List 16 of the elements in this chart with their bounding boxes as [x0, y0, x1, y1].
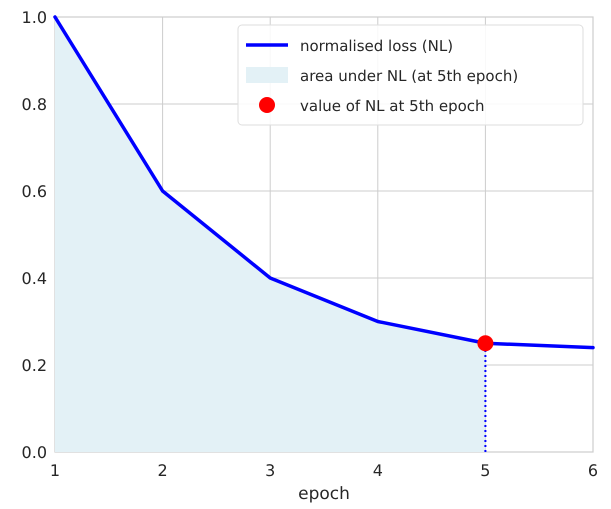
- legend-label: normalised loss (NL): [300, 37, 454, 55]
- y-tick-label: 0.4: [22, 269, 47, 288]
- y-tick-label: 0.6: [22, 182, 47, 201]
- legend-label: value of NL at 5th epoch: [300, 97, 485, 115]
- x-tick-label: 4: [372, 461, 383, 480]
- legend-label: area under NL (at 5th epoch): [300, 67, 518, 85]
- y-tick-label: 0.8: [22, 95, 47, 114]
- x-axis-title: epoch: [298, 484, 350, 504]
- x-tick-label: 1: [50, 461, 60, 480]
- y-tick-label: 1.0: [22, 8, 47, 27]
- x-tick-label: 5: [480, 461, 490, 480]
- y-tick-label: 0.0: [22, 443, 47, 462]
- x-tick-label: 3: [265, 461, 276, 480]
- x-tick-label: 6: [588, 461, 598, 480]
- y-tick-label: 0.2: [22, 356, 47, 375]
- x-tick-label: 2: [158, 461, 168, 480]
